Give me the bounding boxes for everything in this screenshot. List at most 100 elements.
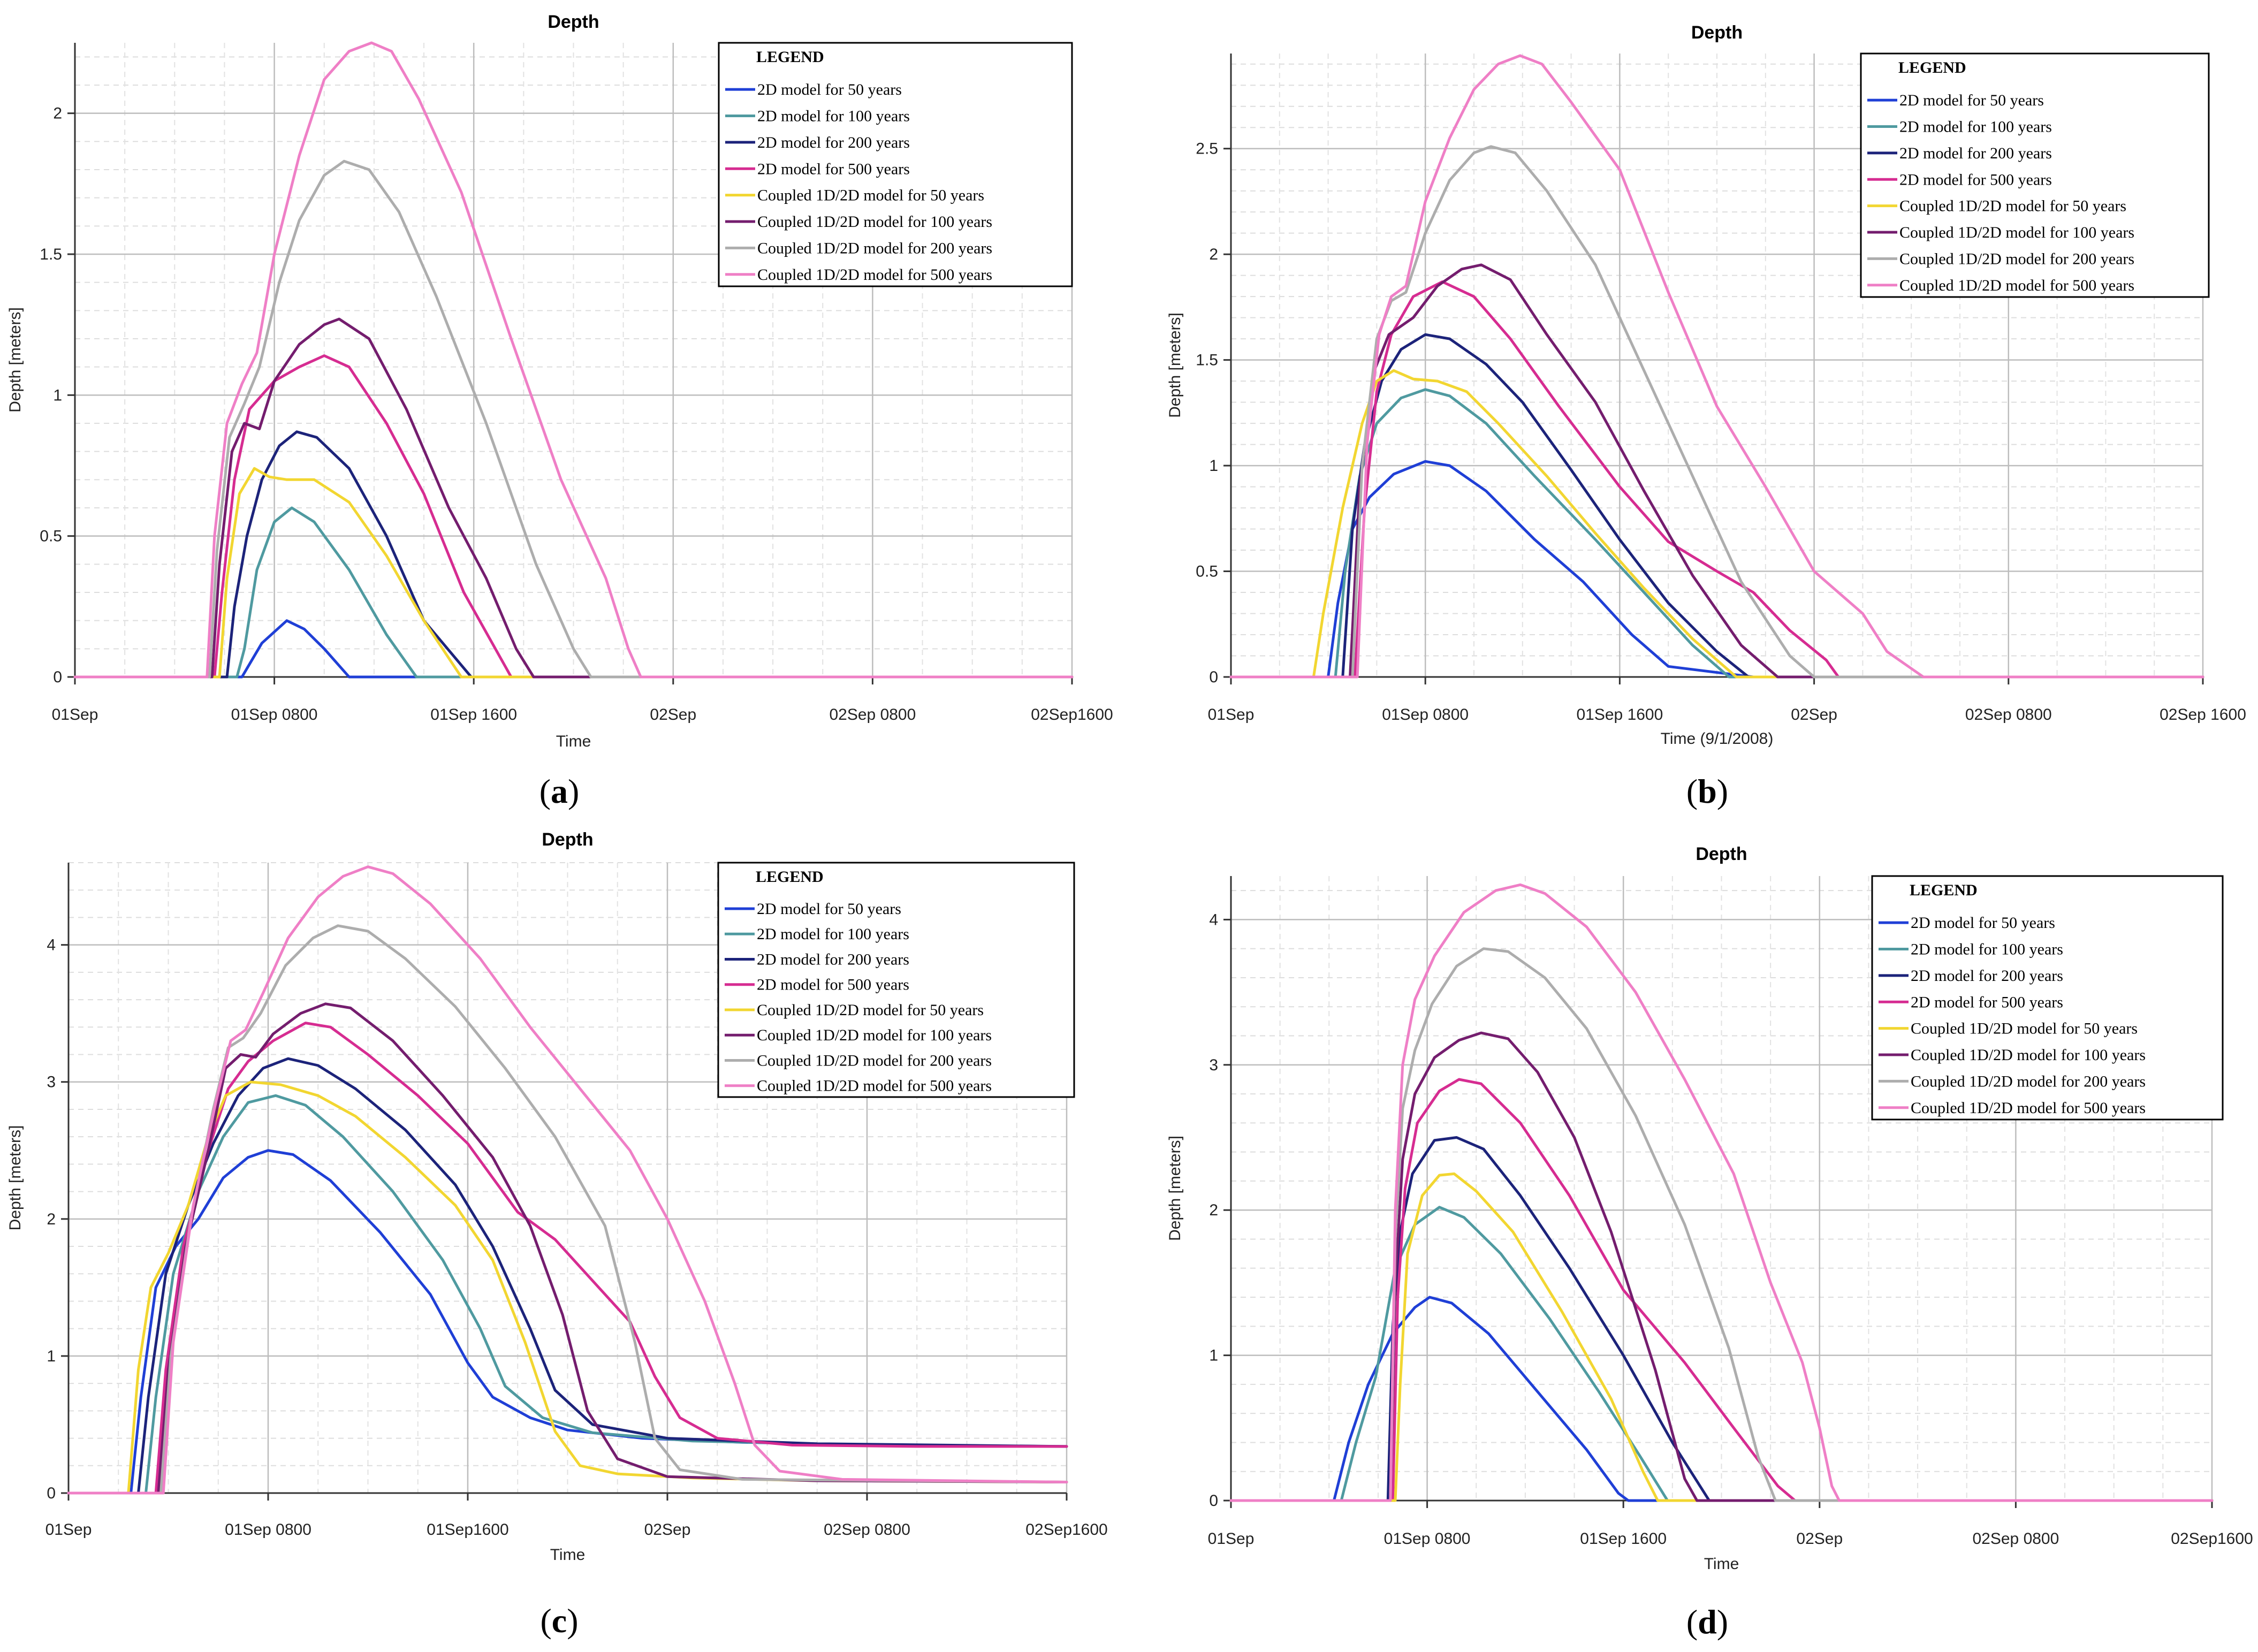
series-line (67, 1080, 1068, 1495)
x-tick-label: 02Sep (1796, 1530, 1843, 1548)
legend: LEGEND 2D model for 50 years 2D model for … (717, 862, 1075, 1098)
legend-entry: 2D model for 500 years (757, 160, 910, 178)
panel-b: Depth 0 0.5 1 1.5 2 2.5 01Sep 01Sep 0800 01Sep 16… (1166, 22, 2246, 810)
series-line (1229, 145, 2204, 679)
series-line (67, 1057, 1068, 1495)
legend-entry: Coupled 1D/2D model for 50 years (757, 1001, 984, 1019)
series-line (1229, 883, 2214, 1502)
chart-title: Depth (1691, 22, 1743, 43)
y-axis-label: Depth [meters] (6, 307, 24, 413)
x-tick-label: 01Sep 0800 (1384, 1530, 1471, 1548)
series-line (67, 1094, 1068, 1495)
legend-entry: 2D model for 200 years (757, 134, 910, 151)
y-tick-label: 0 (1209, 1492, 1218, 1510)
legend-entry: 2D model for 100 years (757, 925, 909, 943)
x-tick-label: 01Sep (52, 706, 98, 724)
legend-title: LEGEND (756, 868, 824, 886)
legend-box (718, 42, 1073, 287)
panel-a: Depth 0 0.5 1 1.5 2 01Sep 01Sep 0800 01Sep 1600 0… (6, 12, 1113, 810)
series-line (73, 619, 1074, 679)
legend-entry: 2D model for 200 years (1911, 967, 2063, 985)
y-tick-label: 2 (53, 105, 62, 123)
legend-entry: 2D model for 50 years (757, 900, 901, 918)
panel-caption: (a) (539, 772, 580, 810)
x-tick-label: 02Sep (1791, 706, 1837, 724)
legend-entry: Coupled 1D/2D model for 100 years (1911, 1046, 2146, 1064)
legend-title: LEGEND (756, 48, 824, 66)
series-line (1229, 369, 2204, 679)
series-line (73, 506, 1074, 679)
chart-title: Depth (1696, 844, 1747, 864)
legend-entry: 2D model for 50 years (1899, 92, 2044, 109)
y-tick-label: 2 (47, 1211, 56, 1228)
legend-title: LEGEND (1910, 881, 1978, 899)
series-line (1229, 1078, 2214, 1502)
x-tick-label: 01Sep (1208, 1530, 1255, 1548)
legend-entry: Coupled 1D/2D model for 200 years (1899, 250, 2134, 268)
series-line (1229, 388, 2204, 679)
x-axis-label: Time (1704, 1555, 1739, 1573)
y-tick-label: 0 (53, 668, 62, 686)
legend-box (1871, 875, 2224, 1121)
series-line (73, 159, 1074, 679)
y-tick-label: 1 (53, 386, 62, 404)
x-tick-label: 02Sep 1600 (2160, 706, 2246, 724)
legend-entry: Coupled 1D/2D model for 100 years (1899, 224, 2134, 241)
x-tick-label: 01Sep (45, 1521, 92, 1539)
y-tick-label: 1.5 (40, 246, 62, 263)
y-axis-label: Depth [meters] (6, 1125, 24, 1231)
legend-entry: Coupled 1D/2D model for 500 years (1911, 1099, 2146, 1117)
series-line (1229, 947, 2214, 1502)
legend-entry: 2D model for 50 years (757, 81, 902, 98)
x-tick-label: 02Sep1600 (2171, 1530, 2253, 1548)
legend-entry: Coupled 1D/2D model for 50 years (1899, 197, 2126, 215)
x-tick-label: 02Sep 0800 (1972, 1530, 2059, 1548)
panel-caption: (d) (1686, 1603, 1728, 1641)
legend-box (1860, 52, 2210, 298)
x-tick-label: 02Sep 0800 (1965, 706, 2052, 724)
x-tick-label: 01Sep 0800 (231, 706, 318, 724)
legend-entry: Coupled 1D/2D model for 200 years (1911, 1072, 2146, 1090)
y-tick-label: 3 (47, 1074, 56, 1091)
x-tick-label: 01Sep 1600 (430, 706, 517, 724)
y-tick-label: 1 (1209, 1347, 1218, 1365)
legend-entry: 2D model for 100 years (757, 108, 910, 125)
panel-caption: (b) (1686, 772, 1728, 810)
legend-entry: 2D model for 100 years (1899, 118, 2052, 136)
legend-entry: Coupled 1D/2D model for 200 years (757, 1052, 992, 1069)
legend-entry: 2D model for 50 years (1911, 914, 2055, 932)
x-tick-label: 01Sep 1600 (1576, 706, 1663, 724)
x-tick-label: 02Sep1600 (1031, 706, 1113, 724)
y-tick-label: 4 (47, 937, 56, 954)
legend-entry: Coupled 1D/2D model for 100 years (757, 1026, 992, 1044)
legend: LEGEND 2D model for 50 years 2D model for … (718, 42, 1073, 287)
y-tick-label: 1 (47, 1348, 56, 1365)
panel-d: Depth 0 1 2 3 4 01Sep 01Sep 0800 01Sep 1600 02Sep… (1166, 844, 2253, 1641)
series-line (1229, 1172, 2214, 1502)
series-line (73, 41, 1074, 679)
x-tick-label: 02Sep (644, 1521, 691, 1539)
x-axis-label: Time (556, 733, 591, 750)
y-axis-label: Depth [meters] (1166, 313, 1184, 418)
series-line (1229, 280, 2204, 679)
y-tick-label: 1.5 (1196, 352, 1218, 369)
legend-entry: 2D model for 200 years (757, 950, 909, 968)
y-tick-label: 3 (1209, 1056, 1218, 1074)
x-tick-label: 02Sep 0800 (824, 1521, 910, 1539)
series-line (1229, 54, 2204, 679)
panel-c: Depth 0 1 2 3 4 01Sep 01Sep 0800 01Sep1600 02Sep 0… (6, 829, 1108, 1640)
series-line (67, 1002, 1068, 1495)
legend-entry: Coupled 1D/2D model for 500 years (757, 1077, 992, 1095)
x-axis-label: Time (550, 1546, 586, 1564)
x-axis-label: Time (9/1/2008) (1661, 730, 1774, 748)
legend-entry: 2D model for 500 years (1911, 993, 2063, 1011)
y-tick-label: 0.5 (1196, 563, 1218, 581)
series-line (73, 317, 1074, 679)
series-line (67, 865, 1068, 1495)
series-line (73, 467, 1074, 679)
legend: LEGEND 2D model for 50 years 2D model for … (1871, 875, 2224, 1121)
series-line (1229, 1296, 2214, 1502)
y-tick-label: 0.5 (40, 528, 62, 545)
x-tick-label: 02Sep (650, 706, 696, 724)
